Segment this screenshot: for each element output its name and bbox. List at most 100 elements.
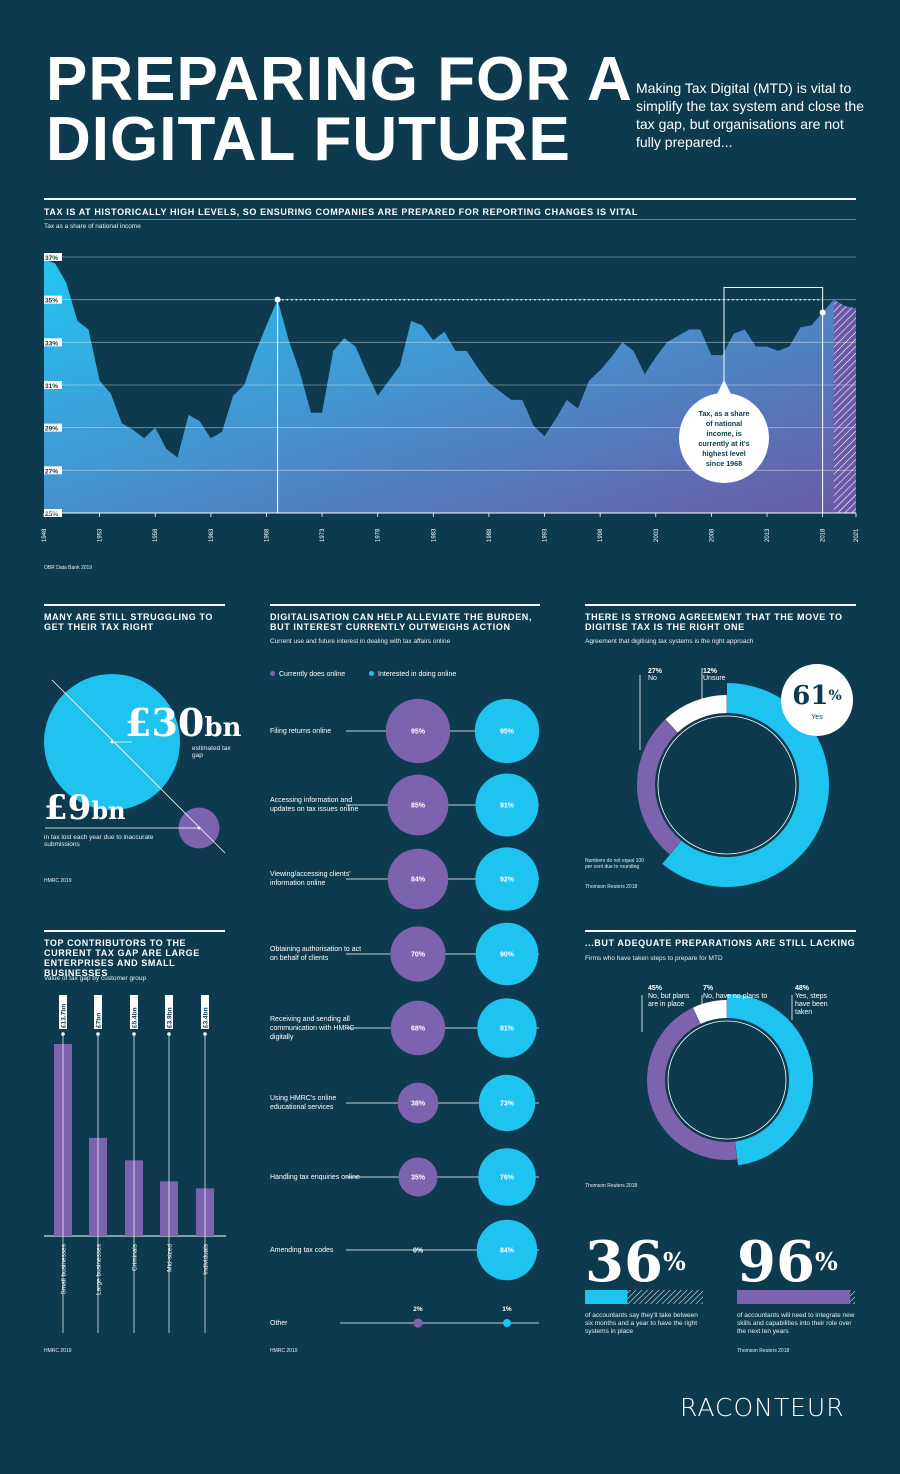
bar-value-label: £3.4bn [202,1007,209,1028]
y-tick-label: 27% [45,468,58,475]
donut-slice [647,1007,738,1160]
yes-label: Yes [811,714,823,721]
interested-value: 1% [502,1306,512,1313]
interested-value: 81% [500,1026,515,1033]
current-value: 35% [411,1175,426,1182]
x-tick-label: 2003 [654,528,660,542]
x-tick-label: 1968 [264,528,270,542]
stat2-value: 96 [737,1229,815,1295]
tax-lost-caption: in tax lost each year due to inaccurate … [44,834,154,848]
annotation-connector [723,286,824,393]
interested-value: 91% [500,803,515,810]
donut2-plans-value: 45% [648,985,663,992]
digital-title: DIGITALISATION CAN HELP ALLEVIATE THE BU… [270,612,533,632]
current-value: 2% [413,1306,423,1313]
digital-source: HMRC 2019 [270,1348,298,1354]
current-value: 0% [413,1248,424,1255]
value-label-bg [94,995,102,1029]
bar-value-label: £5.4bn [131,1007,138,1028]
donut2-noplans-label: 7% No, have no plans to [703,985,778,1001]
area-chart: 37% 35% 33% 31% 29% 27% 25% 1948 1953 1958 1963 196… [42,253,860,542]
donut-inner-ring [667,1020,787,1140]
intro-text: Making Tax Digital (MTD) is vital to sim… [636,80,864,150]
interested-circle [478,1074,536,1132]
legend-current: Currently does online [270,671,345,678]
tax-lost-unit: bn [91,796,126,825]
x-tick-label: 2008 [709,528,715,542]
digital-subtitle: Current use and future interest in deali… [270,638,451,645]
row-label: Handling tax enquiries online [270,1174,360,1181]
current-value: 38% [411,1101,426,1108]
yes-bubble: 61% Yes [781,664,853,736]
interested-circle [474,698,540,764]
bar-category-label: Individuals [202,1243,209,1274]
interested-value: 76% [500,1175,515,1182]
stat1-figure: 36% [585,1232,686,1307]
section-rule-thin [44,219,856,220]
y-tick-label: 31% [45,383,58,390]
donut-slice [726,994,813,1166]
current-value: 68% [411,1026,426,1033]
y-tick-bg [44,253,62,261]
interested-circle [503,1319,511,1327]
bar-chart-source: HMRC 2019 [44,1348,72,1354]
row-label: Viewing/accessing clients' information o… [270,871,351,887]
legend-interested: Interested in doing online [369,671,456,678]
stat2-unit: % [814,1247,838,1276]
tax-gap-circles [44,674,226,854]
x-tick-label: 2013 [765,528,771,542]
bar-guide-dot [167,1032,171,1036]
current-circle [387,774,449,836]
tax-lost-figure: £9bn [44,788,126,828]
raconteur-logo: RACONTEUR [680,1393,845,1422]
agreement-subtitle: Agreement that digitising tax systems is… [585,638,754,645]
annotation-text: of national [706,419,742,428]
area-series [44,259,856,513]
section-rule [44,604,225,606]
stat1-unit: % [662,1247,686,1276]
current-value: 85% [411,803,426,810]
peak-point-1968 [274,296,281,303]
prep-donut [641,994,813,1166]
row-label: Obtaining authorisation to act on behalf… [270,946,362,962]
donut2-noplans-text: No, have no plans to [703,993,768,1000]
annotation-text: since 1968 [706,459,742,468]
row-chart: 68% 81% [346,998,539,1058]
interested-circle [475,773,539,837]
yes-unit: % [828,688,842,704]
section-rule [585,604,856,606]
donut1-no-text: No [648,675,657,682]
annotation-bubble [679,393,769,483]
current-circle [398,1157,438,1197]
y-tick-label: 25% [45,511,58,518]
value-label-bg [201,995,209,1029]
row-chart: 70% 90% [346,922,539,986]
interested-circle [476,1219,538,1281]
x-tick-label: 1958 [153,528,159,542]
row-label: Receiving and sending all communication … [270,1016,355,1041]
bar-value-label: £3.9bn [166,1007,173,1028]
x-tick-label: 1953 [98,528,104,542]
x-tick-label: 2021 [854,528,860,542]
donut1-no-label: 27% No [648,668,662,682]
prep-subtitle: Firms who have taken steps to prepare fo… [585,955,723,962]
row-label: Other [270,1320,288,1327]
bar-value-label: £13.7bn [60,1004,67,1028]
bar-category-label: Mid-sized [166,1244,173,1272]
value-label-bg [165,995,173,1029]
agreement-title: THERE IS STRONG AGREEMENT THAT THE MOVE … [585,612,843,632]
bar-category-label: Criminals [131,1243,138,1271]
y-tick-bg [44,423,62,432]
page-title: PREPARING FOR A DIGITAL FUTURE [46,49,633,171]
donut2-plans-text: No, but plans are in place [648,993,690,1008]
value-label-bg [130,995,138,1029]
forecast-area [833,299,856,513]
x-tick-label: 1988 [487,528,493,542]
donut1-unsure-text: Unsure [703,675,726,682]
interested-value: 90% [500,952,515,959]
row-label: Accessing information and updates on tax… [270,797,359,813]
stat1-bar [585,1290,703,1304]
y-tick-label: 33% [45,340,58,347]
tax-gap-caption: estimated tax gap [192,745,231,759]
y-tick-bg [44,466,62,475]
